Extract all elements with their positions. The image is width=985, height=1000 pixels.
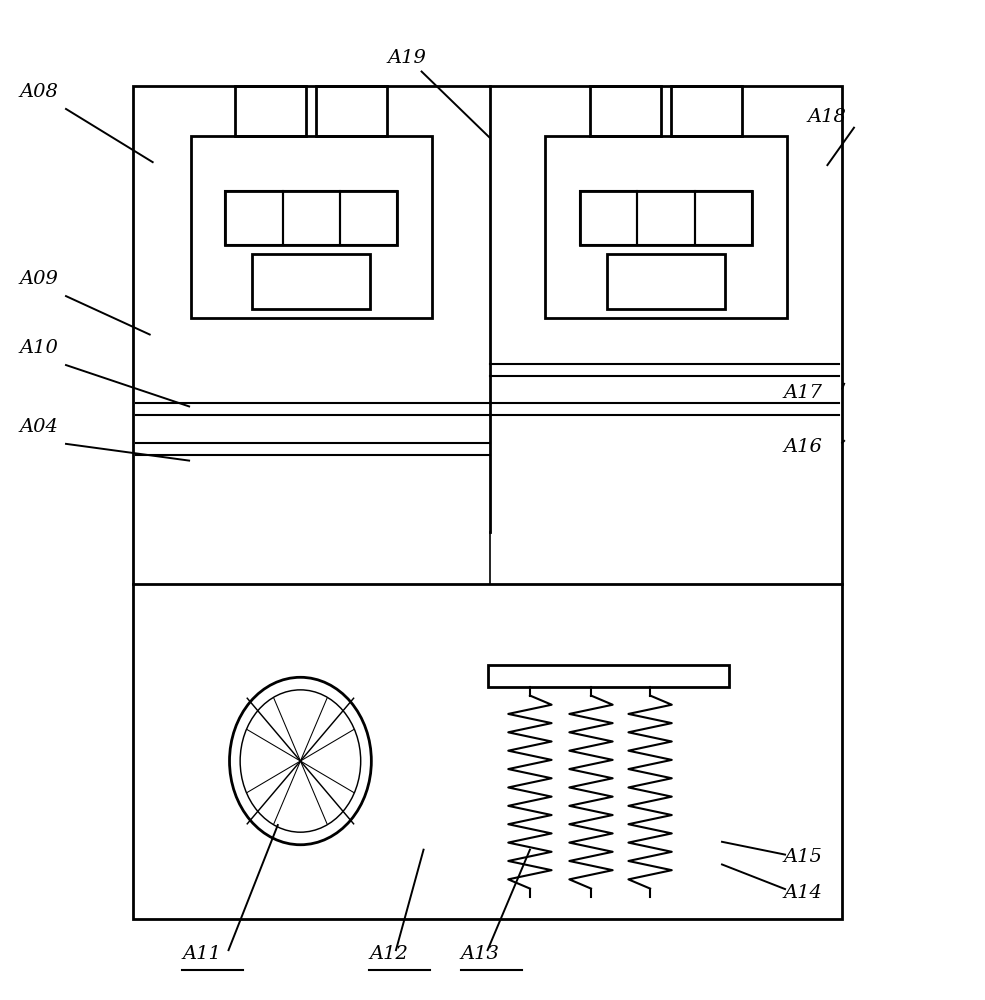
Bar	[226, 191, 283, 245]
Text: A16: A16	[783, 438, 821, 456]
Text: A13: A13	[461, 945, 499, 963]
Bar	[340, 191, 398, 245]
Bar	[590, 86, 661, 136]
Text: A15: A15	[783, 848, 821, 866]
Bar	[283, 191, 340, 245]
Text: A18: A18	[808, 108, 846, 126]
Bar	[191, 136, 432, 318]
Text: A12: A12	[369, 945, 408, 963]
Bar	[545, 136, 786, 318]
Text: A17: A17	[783, 383, 821, 401]
Text: A08: A08	[20, 83, 58, 101]
Bar	[316, 86, 387, 136]
Bar	[579, 191, 637, 245]
Bar	[235, 86, 306, 136]
Bar	[637, 191, 694, 245]
Bar	[252, 254, 370, 309]
Bar	[488, 665, 729, 687]
Text: A14: A14	[783, 884, 821, 902]
Text: A09: A09	[20, 270, 58, 288]
Text: A19: A19	[387, 49, 426, 67]
Text: A04: A04	[20, 418, 58, 436]
Bar	[694, 191, 753, 245]
Text: A10: A10	[20, 339, 58, 357]
Bar	[226, 191, 398, 245]
Bar	[579, 191, 753, 245]
Text: A11: A11	[182, 945, 221, 963]
Bar	[671, 86, 742, 136]
Bar	[607, 254, 725, 309]
Bar	[133, 86, 842, 919]
